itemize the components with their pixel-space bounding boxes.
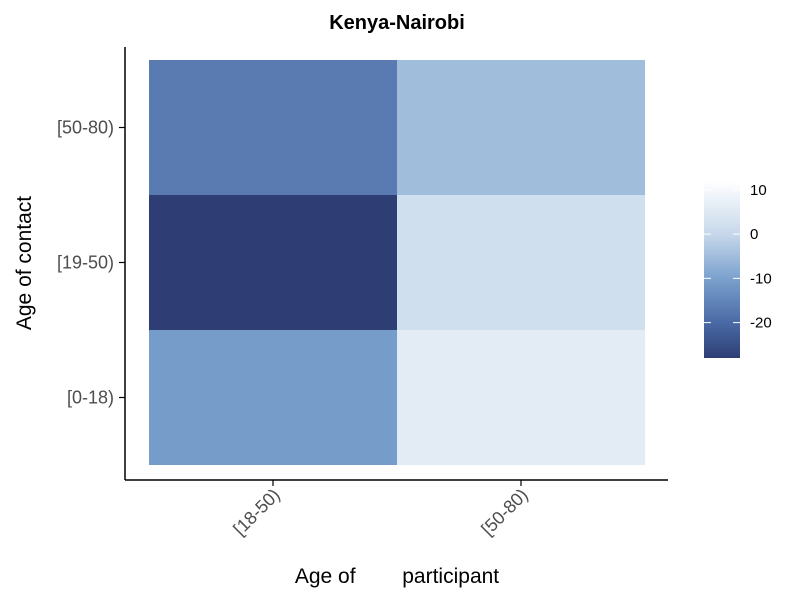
chart-title: Kenya-Nairobi	[329, 12, 465, 34]
x-tick-label: [50-80)	[477, 485, 531, 539]
heatmap-cells	[149, 60, 645, 465]
legend-tick-label: -20	[750, 315, 772, 332]
legend-tick-label: 0	[750, 226, 758, 243]
legend-tick-label: 10	[750, 182, 767, 199]
heatmap-cell	[397, 60, 645, 195]
y-axis-title: Age of contact	[13, 196, 36, 330]
x-axis-ticks: [18-50) [50-80)	[229, 480, 532, 539]
heatmap-cell	[397, 195, 645, 330]
y-axis-ticks: [0-18) [19-50) [50-80)	[57, 118, 125, 408]
heatmap-cell	[149, 330, 397, 465]
heatmap-cell	[397, 330, 645, 465]
heatmap-cell	[149, 60, 397, 195]
x-tick-label: [18-50)	[229, 485, 283, 539]
color-legend-ticks: 10 0 -10 -20	[704, 182, 772, 332]
y-tick-label: [0-18)	[67, 388, 114, 408]
y-tick-label: [19-50)	[57, 253, 114, 273]
x-axis-title: Age of participant	[295, 565, 499, 588]
legend-tick-label: -10	[750, 270, 772, 287]
color-legend-bar	[704, 181, 740, 358]
heatmap-cell	[149, 195, 397, 330]
y-tick-label: [50-80)	[57, 118, 114, 138]
